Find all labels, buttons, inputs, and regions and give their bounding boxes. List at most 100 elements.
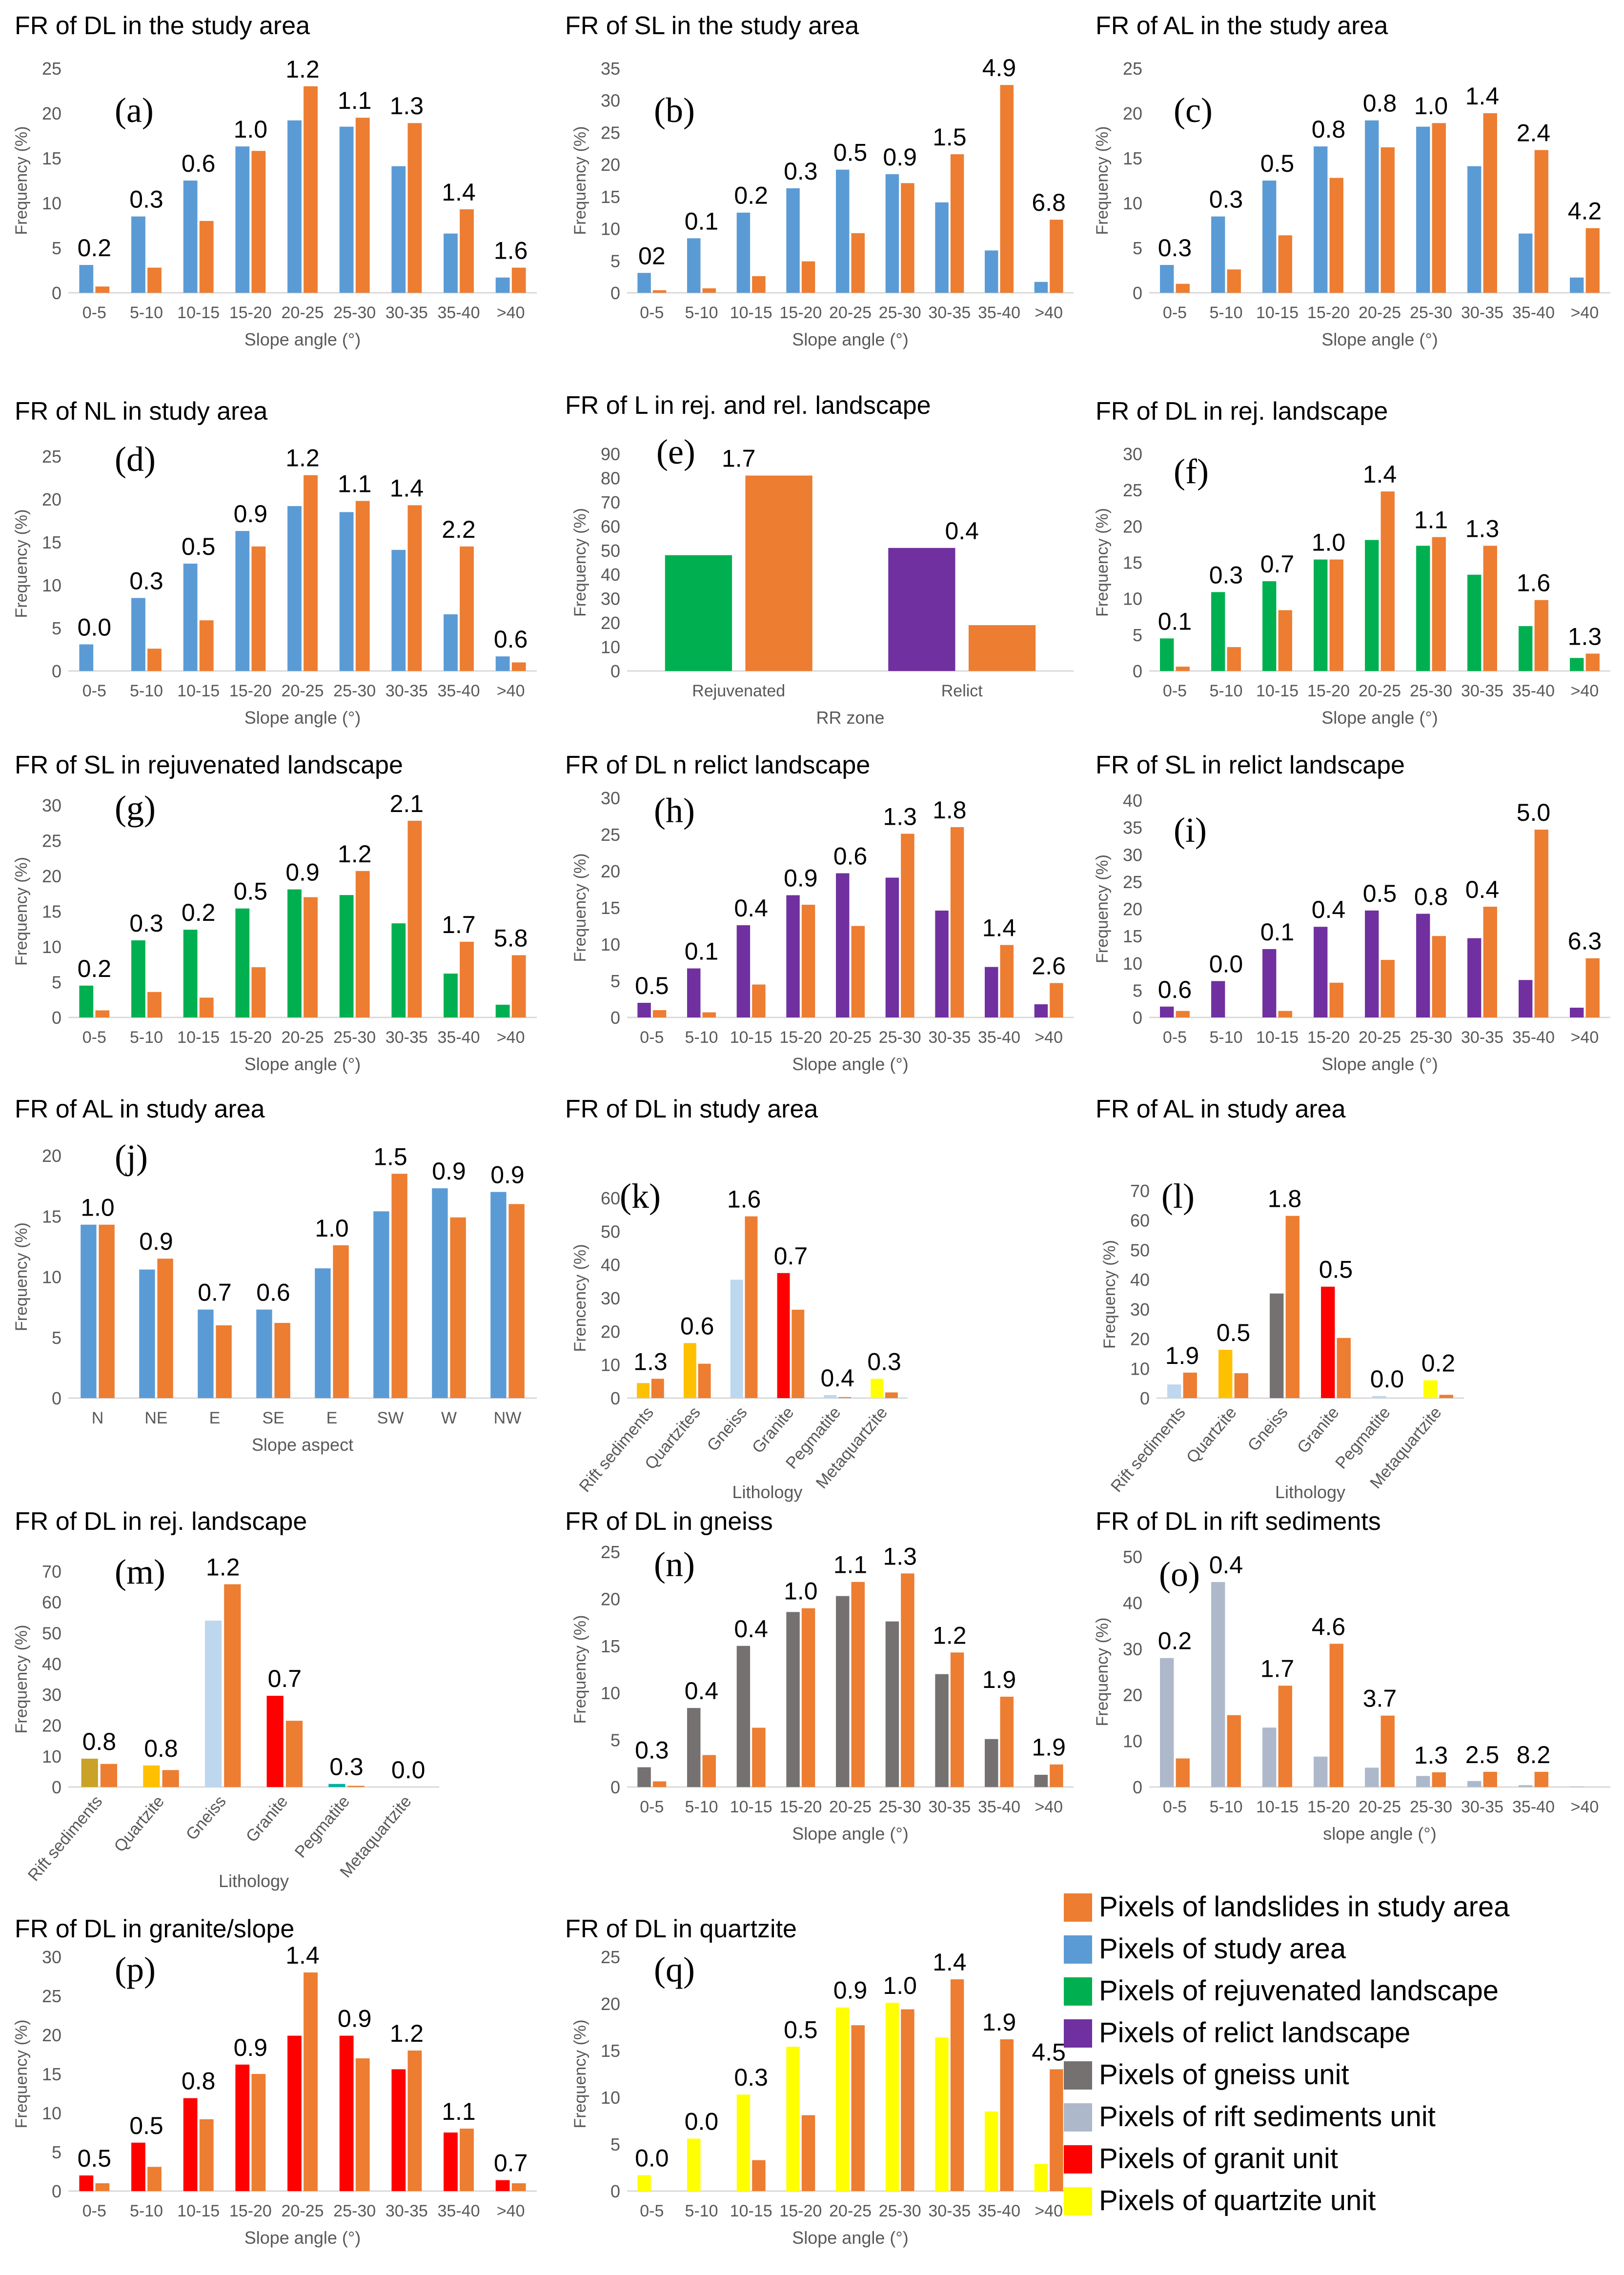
bar-series0-0	[637, 1383, 650, 1398]
fr-data-label: 0.2	[734, 182, 768, 209]
fr-data-label: 0.4	[734, 1615, 768, 1643]
bar-landslides-7	[1000, 1696, 1014, 1787]
y-tick-label: 20	[42, 1146, 61, 1166]
legend-swatch-4	[1064, 2061, 1092, 2090]
x-tick-label: 0-5	[82, 2202, 106, 2220]
bar-series0-7	[1519, 980, 1533, 1017]
fr-data-label: 1.5	[373, 1143, 407, 1170]
fr-data-label: 6.8	[1032, 189, 1066, 216]
bar-landslides-4	[851, 926, 865, 1017]
bar-series0-6	[391, 549, 406, 671]
x-tick-label: >40	[1571, 1028, 1599, 1047]
bar-series0-5	[885, 1621, 899, 1787]
x-axis-label: Lithology	[219, 1871, 289, 1891]
bar-landslides-7	[1534, 150, 1548, 293]
bar-landslides-5	[355, 2058, 370, 2191]
bar-landslides-8	[1050, 983, 1063, 1017]
y-tick-label: 25	[601, 1542, 620, 1562]
panel-label: (n)	[654, 1545, 695, 1584]
bar-series0-5	[1416, 546, 1430, 671]
bar-landslides-5	[885, 1392, 898, 1398]
fr-data-label: 1.9	[982, 1666, 1016, 1693]
fr-data-label: 1.0	[81, 1194, 115, 1221]
y-tick-label: 5	[52, 618, 61, 638]
bar-landslides-4	[333, 1245, 349, 1398]
y-tick-label: 20	[1123, 1685, 1142, 1705]
panel-label: (l)	[1161, 1177, 1195, 1216]
x-tick-label: 30-35	[928, 1028, 971, 1047]
bar-landslides-0	[100, 1764, 118, 1787]
bar-landslides-2	[199, 221, 214, 293]
x-tick-label: 5-10	[1209, 1798, 1242, 1816]
y-tick-label: 20	[42, 1716, 61, 1736]
legend-label-6: Pixels of granit unit	[1099, 2143, 1338, 2174]
chart-panel-l: FR of AL in study area 0 10 20 30 40 50 60 70 Fre…	[1096, 1095, 1464, 1502]
chart-title: FR of SL in relict landscape	[1096, 751, 1405, 779]
bar-series0-7	[1519, 233, 1533, 293]
bar-series0-5	[339, 512, 354, 671]
fr-data-label: 0.2	[182, 899, 216, 926]
bar-series0-4	[836, 169, 850, 293]
bar-landslides-7	[1534, 830, 1548, 1017]
fr-data-label: 0.6	[182, 150, 216, 177]
fr-data-label: 1.0	[784, 1578, 818, 1605]
y-axis-label: Frencency (%)	[571, 1244, 589, 1352]
x-tick-label: 10-15	[1256, 1798, 1299, 1816]
y-tick-label: 10	[601, 1355, 620, 1375]
y-axis-label: Frequency (%)	[1093, 854, 1112, 963]
x-tick-label: 10-15	[177, 304, 220, 322]
fr-data-label: 1.9	[1165, 1342, 1199, 1369]
fr-data-label: 4.5	[1032, 2038, 1066, 2066]
bar-series0-5	[1416, 914, 1430, 1017]
bar-series0-8	[1570, 1007, 1584, 1017]
fr-data-label: 0.8	[1414, 883, 1448, 911]
bar-series0-4	[287, 120, 302, 293]
fr-data-label: 0.4	[1312, 896, 1346, 923]
bar-series0-1	[131, 2142, 145, 2191]
fr-data-label: 1.1	[833, 1551, 868, 1579]
legend-label-1: Pixels of study area	[1099, 1933, 1346, 1965]
fr-data-label: 0.6	[833, 843, 868, 870]
bar-series0-4	[1365, 1767, 1379, 1787]
bar-series0-4	[1365, 910, 1379, 1017]
chart-panel-b: FR of SL in the study area 0 5 10 15 20 25 30 35…	[565, 12, 1074, 349]
bar-series0-3	[1314, 927, 1328, 1017]
x-tick-label: 20-25	[1359, 1028, 1401, 1047]
chart-panel-i: FR of SL in relict landscape 0 5 10 15 20 25 30…	[1093, 751, 1610, 1074]
chart-title: FR of DL in granite/slope	[15, 1915, 294, 1943]
fr-data-label: 1.4	[982, 914, 1016, 942]
fr-data-label: 1.0	[883, 1972, 917, 1999]
x-axis-label: Slope angle (°)	[1321, 329, 1438, 349]
x-tick-label: 25-30	[1410, 1798, 1452, 1816]
fr-data-label: 0.1	[1158, 608, 1192, 635]
bar-landslides-2	[752, 276, 766, 293]
fr-data-label: 1.0	[1312, 529, 1346, 556]
x-tick-label: 15-20	[1307, 1028, 1350, 1047]
y-tick-label: 60	[601, 516, 620, 536]
bar-landslides-0	[95, 1010, 110, 1017]
x-tick-label: 15-20	[1307, 1798, 1350, 1816]
y-axis-label: Frequency (%)	[571, 508, 589, 617]
x-tick-label: N	[92, 1409, 104, 1427]
bar-landslides-4	[1380, 960, 1395, 1017]
x-tick-label: 5-10	[130, 2202, 163, 2220]
x-tick-label: 20-25	[1359, 682, 1401, 700]
bar-landslides-7	[1000, 2039, 1014, 2191]
fr-data-label: 0.9	[139, 1228, 173, 1255]
fr-data-label: 1.1	[338, 87, 372, 114]
y-tick-label: 10	[1123, 1731, 1142, 1751]
bar-series0-4	[1365, 540, 1379, 671]
bar-series0-0	[79, 644, 94, 671]
chart-panel-k: FR of DL in study area 0 10 20 30 40 50 60 Frenc…	[565, 1095, 908, 1502]
y-tick-label: 30	[601, 91, 620, 111]
x-tick-label: 0-5	[1163, 1028, 1187, 1047]
y-tick-label: 15	[601, 187, 620, 207]
fr-data-label: 1.6	[727, 1186, 761, 1213]
bar-landslides-3	[792, 1309, 805, 1398]
bar-landslides-4	[347, 1786, 365, 1787]
bar-series0-4	[328, 1784, 345, 1787]
fr-data-label: 1.4	[1363, 461, 1397, 488]
x-tick-label: 10-15	[730, 304, 772, 322]
y-tick-label: 30	[601, 589, 620, 609]
fr-data-label: 1.2	[285, 56, 320, 83]
